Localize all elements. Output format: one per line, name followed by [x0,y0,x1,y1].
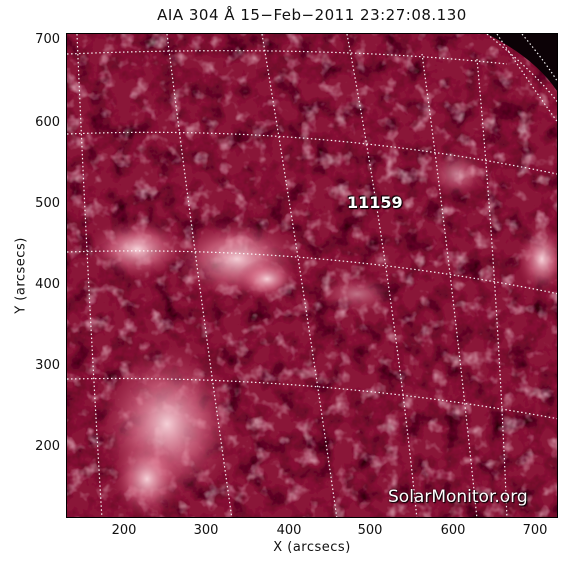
x-tick-label: 200 [111,523,137,538]
y-tick-label: 600 [35,115,60,130]
plot-title: AIA 304 Å 15−Feb−2011 23:27:08.130 [157,6,467,24]
active-region-label: 11159 [347,193,403,212]
solar-disk-image [67,34,557,517]
x-axis-label: X (arcsecs) [273,540,351,555]
y-tick-label: 700 [35,32,60,47]
y-tick-label: 200 [35,439,60,454]
x-tick-label: 300 [193,523,219,538]
y-tick-label: 300 [35,358,60,373]
y-tick-label: 500 [35,196,60,211]
x-tick-label: 500 [357,523,383,538]
watermark-text: SolarMonitor.org [388,487,528,507]
y-axis-label: Y (arcsecs) [13,237,29,314]
y-tick-label: 400 [35,277,60,292]
solar-image-panel: 11159 [66,33,558,518]
x-tick-label: 600 [440,523,466,538]
x-tick-label: 700 [522,523,548,538]
x-tick-label: 400 [276,523,302,538]
